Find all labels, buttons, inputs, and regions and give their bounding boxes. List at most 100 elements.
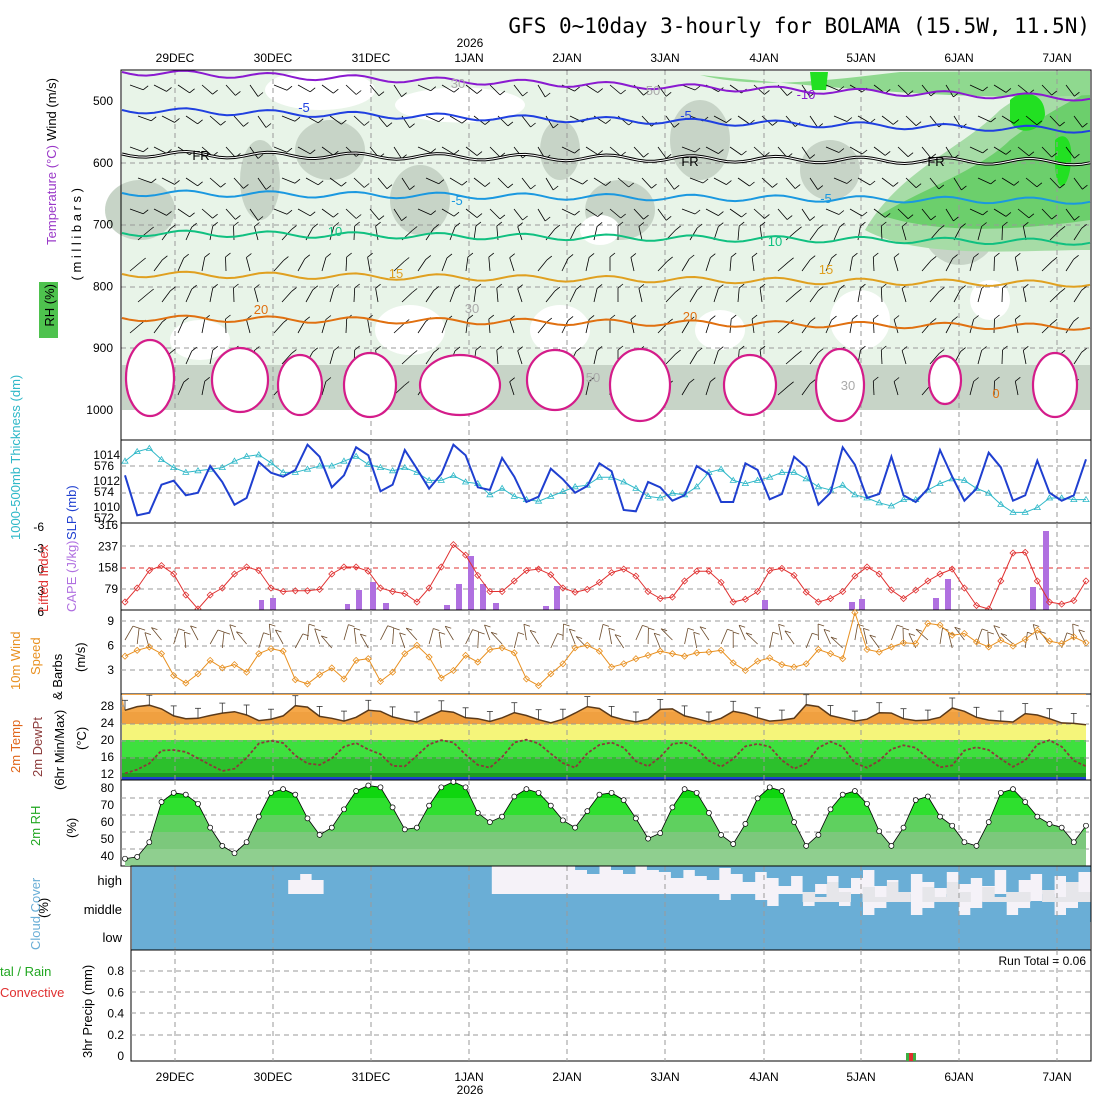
wind-barb-flag [567,316,574,321]
cloud-mid [754,900,768,922]
wind-barb [509,319,515,334]
cloud-mid [335,894,349,922]
li-marker [510,577,518,585]
cloud-mid [563,894,576,922]
wind-barb-flag [309,149,316,155]
wind-barb-flag [517,284,523,290]
wind-barb [705,381,711,396]
wind-barb-flag [314,628,321,632]
rh-marker [681,786,688,792]
wind-barb-flag [609,314,616,320]
rh-contour [608,347,672,423]
wind-marker [1021,635,1029,643]
wind-barb [657,84,667,97]
wind-barb-flag [475,221,482,227]
wind-barb [1014,381,1019,396]
wind-marker [595,647,603,655]
wind-barb-flag [348,624,355,627]
top-date-label: 30DEC [254,51,293,65]
cloud-high [1078,866,1091,872]
wind-barb-flag [354,221,360,227]
bottom-date-axis: 29DEC 30DEC 31DEC 1JAN 2JAN 3JAN 4JAN 5JAN 6JAN 7… [156,1070,1072,1084]
wind-barb-flag [333,284,340,289]
cloud-mid-gap [934,897,947,902]
wind-barb [785,354,797,365]
wind-barb [441,146,455,155]
wind-barb-flag [401,92,407,98]
wind-barb-flag [174,180,180,185]
wind-barb-flag [401,216,407,222]
cloud-high [682,866,696,870]
bottom-date-label: 5JAN [846,1070,875,1084]
wind-barb-flag [838,210,845,215]
wind-barb-flag [291,349,297,354]
wind-barb-flag [283,256,289,261]
wind-barb [190,625,199,641]
wind-barb [441,84,455,93]
wind-barb-flag [667,318,673,324]
wind-barb-flag [304,316,311,322]
thickness-marker [157,455,166,462]
wind-tick: 9 [107,614,114,628]
contour-label: 0 [992,386,999,401]
wind-barb [465,319,469,334]
cloud-ylabels: Cloud Cover (%) [28,877,51,950]
wind-barb [473,288,477,303]
wind-marker [741,666,749,675]
rh-marker [182,791,189,798]
wind-barb [353,115,365,126]
wind-barb [369,84,380,96]
thickness-marker [814,483,823,490]
wind-barb [273,208,288,215]
wind-barb-flag [809,255,816,261]
cloud-mid [323,894,337,922]
dewpoint-line [124,738,1087,775]
wind-barb [633,146,644,158]
wind-barb-flag [223,631,231,635]
wind-marker [425,653,433,661]
wind-barb [1024,632,1028,649]
li-marker [997,577,1005,585]
li-marker [936,570,944,578]
cloud-high [886,866,899,880]
wind-barb-flag [484,120,491,125]
cloud-mid [1018,908,1031,922]
li-marker [1082,577,1090,585]
thickness-marker [839,481,847,488]
cloud-mid [838,906,851,922]
wind-barb-flag [710,253,716,259]
wind-barb-flag [387,625,394,629]
cloud-high [826,866,839,876]
thickness-marker [425,476,433,483]
wind-barb [705,257,711,272]
wind-marker [303,680,312,688]
wind-barb [761,177,773,188]
wind-barb-flag [907,152,914,158]
wind-barb [561,208,575,216]
contour-label: 15 [819,262,833,277]
cloud-mid [623,894,636,922]
cloud-high [1042,866,1055,890]
wind-barb-flag [1005,150,1012,155]
wind-barb [969,257,974,272]
li-marker [291,587,299,595]
cloud-mid [646,894,660,922]
temp-ylabel-3: (6hr Min/Max) [52,710,67,790]
wind-barb [1014,257,1019,272]
thickness-marker [401,463,409,470]
wind-barb-flag [1013,181,1020,186]
wind-barb [236,631,247,645]
rh-marker [462,784,469,791]
wind-barb [509,257,515,272]
wind-barb [953,289,961,303]
cloud-mid [982,901,995,922]
wind-barb [825,257,832,272]
wind-barb [375,288,379,303]
wind-barb [513,208,523,221]
li-marker [182,591,190,599]
cloud-mid [539,894,552,922]
wind-ylabel-4: (m/s) [73,642,88,672]
wind-marker [376,677,385,685]
wind-barb [745,632,758,645]
